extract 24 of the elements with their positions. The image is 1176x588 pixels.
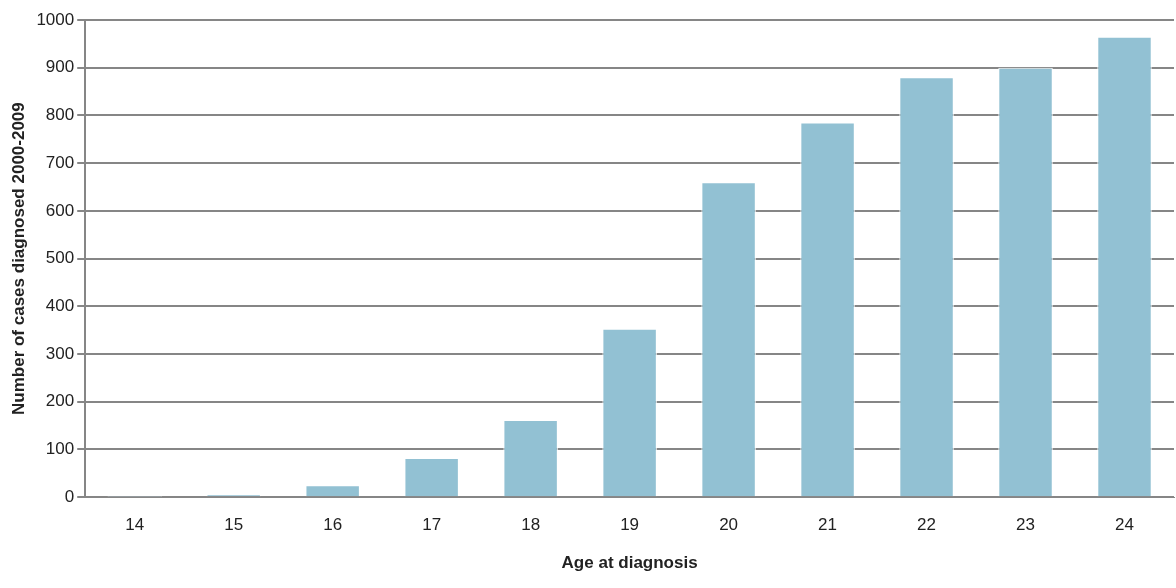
x-tick-label: 23 (1016, 515, 1035, 535)
x-tick-label: 21 (818, 515, 838, 535)
y-tick-label: 700 (45, 152, 75, 172)
x-tick-label: 19 (620, 515, 640, 535)
y-axis-title: Number of cases diagnosed 2000-2009 (8, 102, 28, 415)
y-tick-label: 900 (45, 57, 75, 77)
x-tick-label: 17 (422, 515, 442, 535)
x-tick-label: 24 (1115, 515, 1134, 535)
y-tick-label: 1000 (36, 9, 75, 29)
y-tick-label: 500 (45, 248, 75, 268)
x-tick-label: 15 (224, 515, 244, 535)
y-tick-label: 0 (64, 486, 75, 506)
y-tick-label: 300 (45, 343, 75, 363)
y-tick-label: 600 (45, 200, 75, 220)
x-tick-label: 18 (521, 515, 541, 535)
x-tick-label: 16 (323, 515, 343, 535)
x-tick-label: 20 (719, 515, 739, 535)
x-tick-label: 14 (125, 515, 145, 535)
y-tick-label: 800 (45, 105, 75, 125)
x-tick-label: 22 (917, 515, 937, 535)
x-axis-title: Age at diagnosis (561, 553, 698, 573)
y-tick-label: 400 (45, 296, 75, 316)
y-tick-label: 200 (45, 391, 75, 411)
y-tick-label: 100 (45, 439, 75, 459)
